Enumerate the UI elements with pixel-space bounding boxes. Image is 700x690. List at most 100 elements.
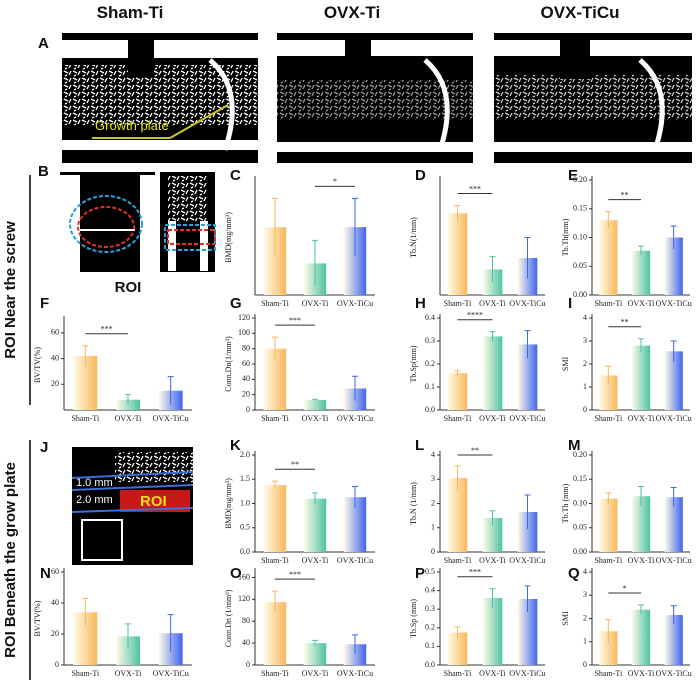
y-tick-label: 0 (246, 660, 250, 669)
error-bar (605, 492, 612, 505)
x-tick-label: Sham-Ti (594, 669, 622, 678)
bar (599, 498, 618, 552)
y-tick-label: 0.3 (425, 604, 435, 613)
y-tick-label: 20 (51, 379, 59, 388)
microct-image: Growth plate (62, 33, 258, 163)
x-tick-label: OVX-TiCu (337, 414, 373, 423)
x-tick-label: OVX-Ti (302, 414, 330, 423)
roi-image: 1.0 mm 2.0 mm ROI (71, 447, 194, 565)
bar (482, 336, 503, 410)
y-axis-label: Tb.Sp (mm) (409, 599, 418, 638)
bar-chart: O 0 40 80 120 160 Conn.Dn (1/mm³) Sham-Ti OVX-Ti… (224, 565, 375, 678)
group-header: Sham-Ti (97, 3, 164, 22)
error-bar (670, 340, 677, 362)
error-bar (352, 375, 358, 401)
y-tick-label: 0.0 (240, 547, 250, 556)
error-bar (312, 239, 318, 287)
bar (343, 644, 367, 665)
bar (73, 356, 98, 410)
bar (73, 612, 98, 665)
error-bar (489, 256, 496, 283)
bar (263, 602, 287, 665)
error-bar (125, 623, 131, 649)
error-bar (272, 590, 278, 614)
x-tick-label: Sham-Ti (444, 556, 472, 565)
roi-label: ROI (140, 493, 167, 510)
bar (263, 485, 287, 552)
bar-chart: H0.00.10.20.30.4Tb.Sp(mm)Sham-Ti OVX-Ti OV… (409, 295, 546, 423)
panel-letter: D (415, 167, 426, 184)
error-bar (454, 626, 461, 639)
y-tick-label: 0.00 (573, 547, 587, 556)
error-bar (312, 398, 318, 401)
panel-letter: I (568, 295, 572, 312)
y-tick-label: 1 (431, 523, 435, 532)
y-axis-label: BMD(mg/mm³) (224, 478, 233, 529)
y-tick-label: 4 (583, 313, 587, 322)
y-tick-label: 0.0 (425, 660, 435, 669)
y-axis-label: BV/TV(%) (33, 600, 42, 636)
y-axis-label: BV/TV(%) (33, 347, 42, 383)
error-bar (82, 345, 89, 367)
x-tick-label: Sham-Ti (261, 556, 289, 565)
group-header: OVX-Ti (324, 3, 380, 22)
bar (343, 497, 367, 552)
x-tick-label: OVX-TiCu (656, 556, 692, 565)
panel-letter: F (40, 295, 49, 312)
y-tick-label: 20 (242, 389, 250, 398)
bar (517, 344, 538, 410)
y-tick-label: 0.3 (425, 336, 435, 345)
x-tick-label: Sham-Ti (444, 299, 472, 308)
error-bar (489, 588, 496, 608)
significance-label: *** (101, 325, 113, 334)
error-bar (670, 605, 677, 625)
significance-label: ** (471, 446, 479, 455)
significance-label: *** (469, 568, 481, 577)
error-bar (524, 330, 531, 359)
error-bar (670, 225, 677, 249)
y-tick-label: 3 (583, 590, 587, 599)
x-tick-label: OVX-Ti (479, 414, 507, 423)
y-tick-label: 60 (51, 328, 59, 337)
y-tick-label: 1 (583, 637, 587, 646)
y-tick-label: 2.0 (240, 450, 250, 459)
significance-label: * (623, 584, 627, 593)
bar-chart: C BMD(mg/mm³) Sham-Ti OVX-Ti OVX-TiCu * (224, 167, 375, 308)
x-tick-label: Sham-Ti (261, 414, 289, 423)
bar (664, 351, 683, 410)
error-bar (352, 486, 358, 508)
error-bar (638, 604, 644, 615)
group-header: OVX-TiCu (540, 3, 619, 22)
y-tick-label: 160 (238, 572, 250, 581)
microct-image (277, 33, 473, 163)
panel-letter: G (230, 295, 242, 312)
bar-chart: F 20 40 60 BV/TV(%) Sham-Ti OVX-Ti OVX-TiCu *** (33, 295, 192, 423)
panel-letter: Q (568, 565, 580, 582)
bar-chart: N 0 20 40 60 BV/TV(%) Sham-Ti OVX-Ti OVX-TiCu (33, 565, 192, 678)
y-tick-label: 0.05 (573, 523, 587, 532)
error-bar (605, 211, 612, 229)
bar-chart: K 0.0 0.5 1.0 1.5 2.0 BMD(mg/mm³) Sham-Ti OVX-Ti… (224, 437, 375, 565)
y-axis-label: Tb.N(1/mm) (409, 217, 418, 258)
bar (447, 478, 468, 552)
error-bar (167, 614, 174, 652)
row-label: ROI Beneath the grow plate (2, 462, 19, 658)
y-tick-label: 1 (583, 382, 587, 391)
y-axis-label: Tb.Sp(mm) (409, 345, 418, 382)
y-axis-label: SMI (561, 611, 570, 626)
error-bar (454, 465, 461, 491)
bar (599, 375, 618, 410)
x-tick-label: OVX-Ti (302, 299, 330, 308)
bar (631, 250, 651, 295)
bar-chart: L 0 1 2 3 4 Tb.N (1/mm) Sham-Ti OVX-Ti OVX-TiCu ** (409, 437, 546, 565)
y-tick-label: 0.05 (573, 261, 587, 270)
bar (599, 631, 618, 665)
bar (631, 609, 651, 665)
panel-letter: H (415, 295, 426, 312)
x-tick-label: Sham-Ti (71, 414, 99, 423)
x-tick-label: OVX-TiCu (337, 669, 373, 678)
significance-label: ** (621, 318, 629, 327)
bar (664, 237, 683, 295)
panel-letter: N (40, 565, 51, 582)
